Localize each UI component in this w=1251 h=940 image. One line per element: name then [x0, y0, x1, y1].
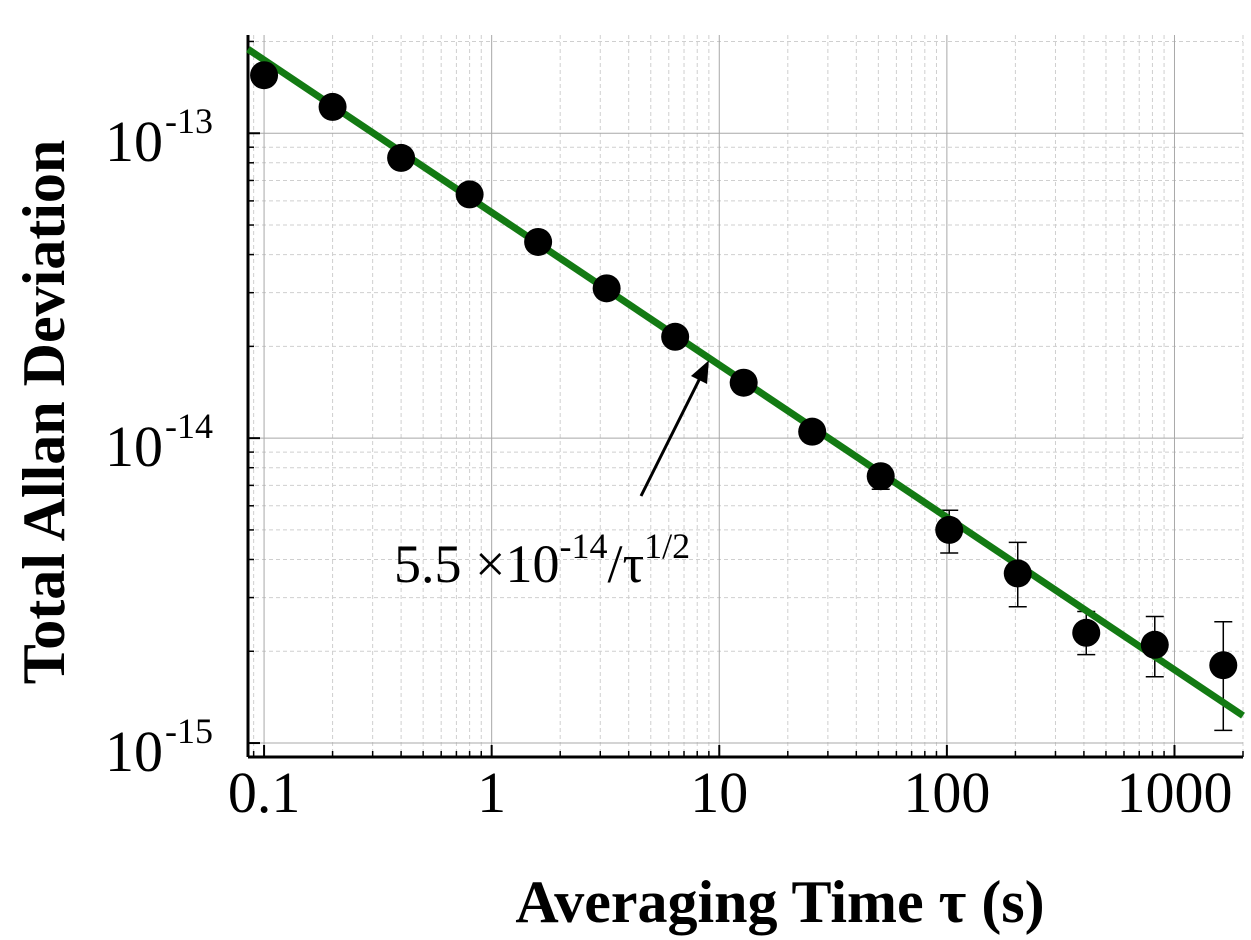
data-point [866, 462, 895, 491]
y-tick-label-exponent: -14 [165, 406, 213, 446]
x-tick-label: 0.1 [228, 760, 301, 825]
annotation-text: 5.5 ×10-14/τ1/2 [394, 526, 690, 594]
y-tick-label: 10 -14 [105, 406, 213, 479]
major-grid [248, 35, 1243, 757]
x-axis-title: Averaging Time τ (s) [515, 869, 1044, 935]
y-tick-label-exponent: -13 [165, 101, 213, 141]
data-point [935, 515, 964, 544]
data-point [661, 322, 690, 351]
annotation-arrow-head [690, 360, 709, 385]
data-point [250, 61, 279, 90]
data-point [798, 417, 827, 446]
x-tick-label: 10 [690, 760, 748, 825]
data-point [1072, 618, 1101, 647]
fit-annotation: 5.5 ×10-14/τ1/2 [394, 360, 709, 594]
data-point [524, 227, 553, 256]
data-point [455, 180, 484, 209]
data-point [1003, 559, 1032, 588]
y-tick-label: 10 -13 [105, 101, 213, 174]
data-point [729, 368, 758, 397]
y-tick-label-base: 10 [105, 414, 163, 479]
x-tick-label: 1 [477, 760, 506, 825]
y-axis-title: Total Allan Deviation [11, 140, 77, 685]
y-tick-label-base: 10 [105, 719, 163, 784]
data-point [1140, 630, 1169, 659]
y-tick-label-exponent: -15 [165, 711, 213, 751]
axis-ticks [248, 40, 1244, 758]
y-tick-label-base: 10 [105, 109, 163, 174]
data-points [250, 61, 1238, 680]
x-tick-label: 100 [903, 760, 990, 825]
y-tick-label: 10 -15 [105, 711, 213, 784]
data-point [1209, 651, 1238, 680]
data-point [592, 274, 621, 303]
data-point [318, 92, 347, 121]
x-tick-label: 1000 [1116, 760, 1232, 825]
data-point [387, 143, 416, 172]
x-tick-labels: 0.1 1 10 100 1000 [228, 760, 1233, 825]
annotation-arrow-shaft [639, 371, 705, 497]
